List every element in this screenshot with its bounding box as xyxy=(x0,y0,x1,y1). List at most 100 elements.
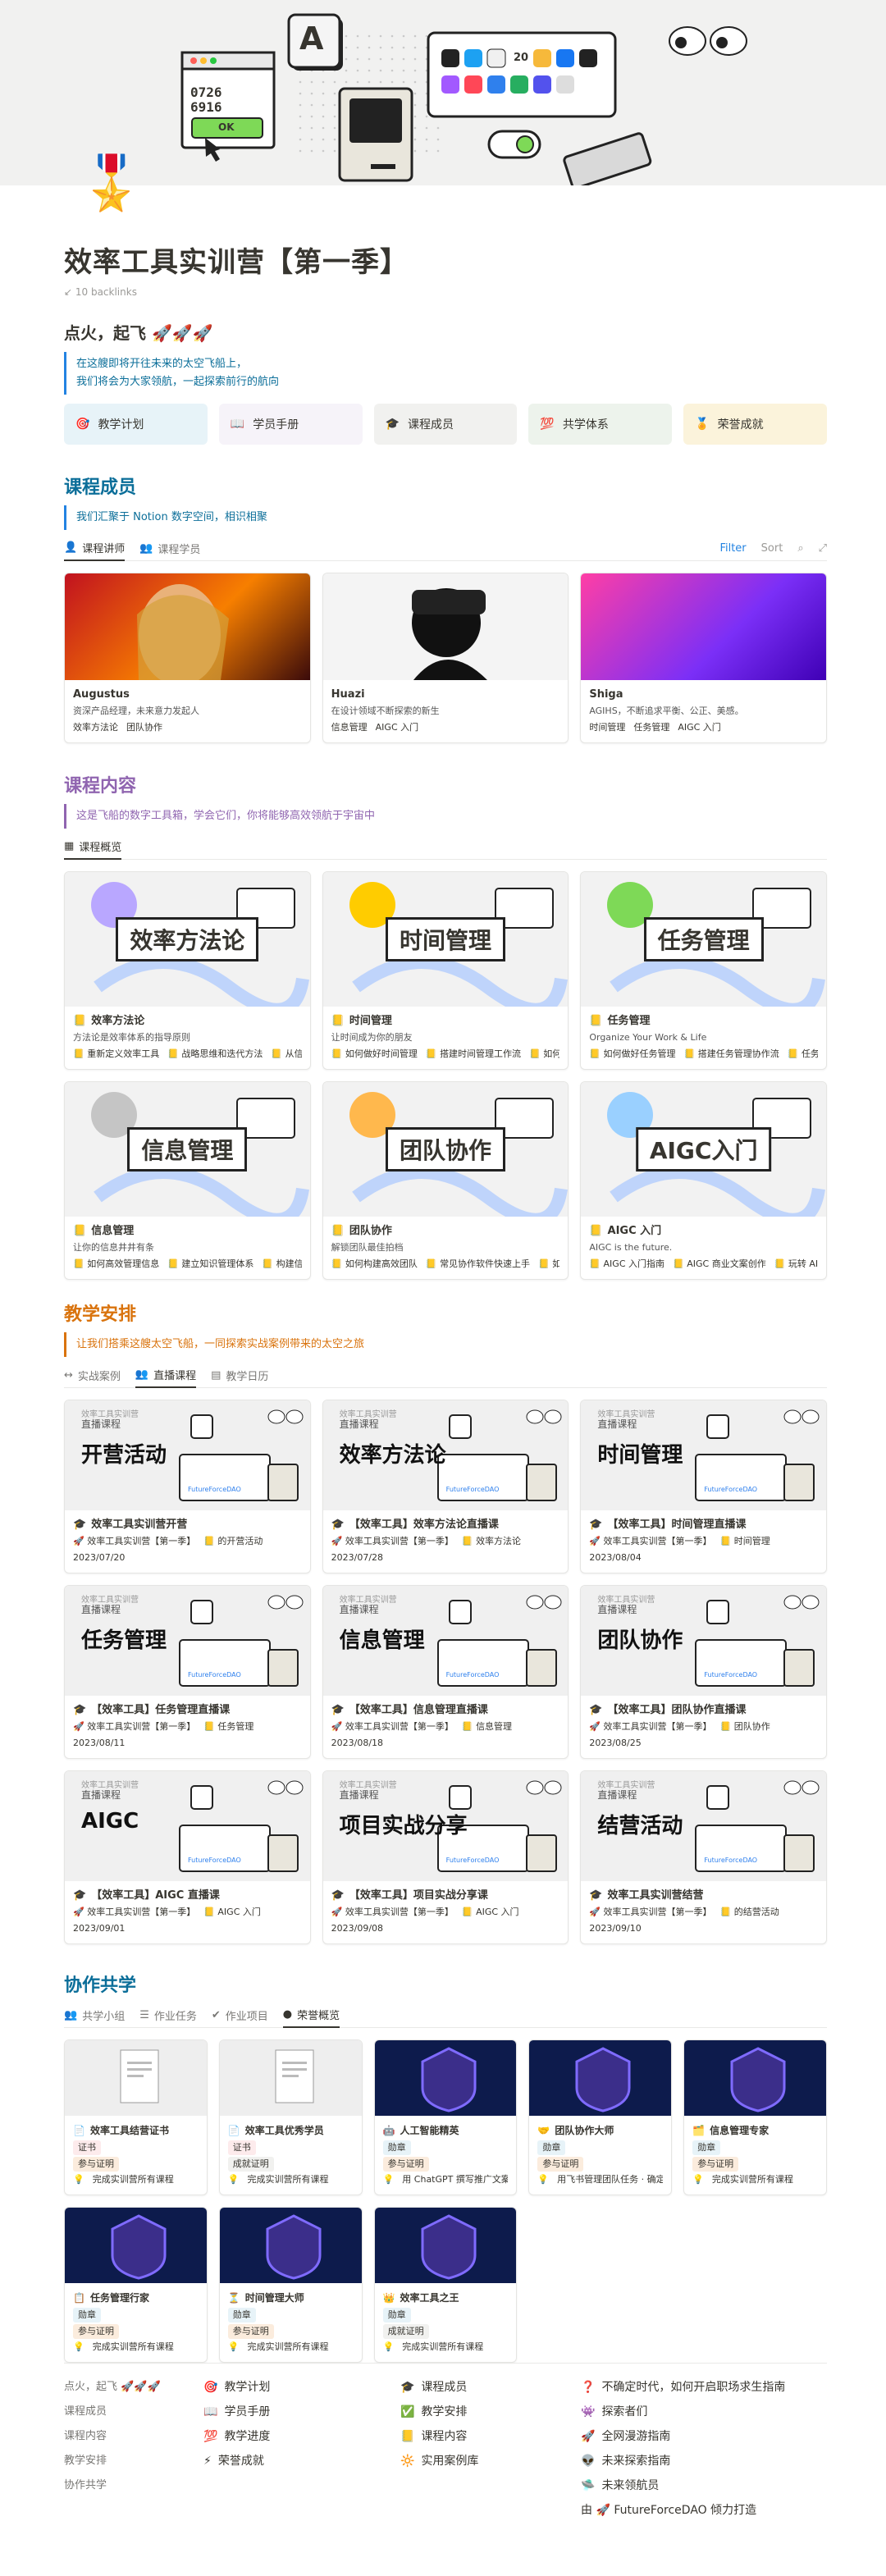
lesson-tag[interactable]: 📒 任务管理从 xyxy=(788,1046,818,1062)
live-class-card[interactable]: 效率工具实训营 直播课程 项目实战分享 FutureForceDAO 🎓 【效率工具】项目… xyxy=(322,1770,569,1944)
filter-button[interactable]: Filter xyxy=(719,542,747,555)
footer-anchor-link[interactable]: 课程内容 xyxy=(64,2430,107,2442)
tab-calendar[interactable]: ▤ 教学日历 xyxy=(211,1363,268,1388)
relation-topic[interactable]: 📒 AIGC 入门 xyxy=(203,1904,261,1921)
relation-course[interactable]: 🚀 效率工具实训营【第一季】 xyxy=(589,1533,711,1550)
nav-teaching-plan[interactable]: 🎯 教学计划 xyxy=(64,404,208,445)
honor-card[interactable]: 🗂️ 信息管理专家 勋章 参与证明 💡 完成实训营所有课程 xyxy=(683,2039,827,2195)
course-card[interactable]: 信息管理 📒 信息管理 让你的信息井井有条 📒 如何高效管理信息 📒 建立知识管理体系 📒 … xyxy=(64,1081,311,1280)
footer-anchor-link[interactable]: 教学安排 xyxy=(64,2455,107,2467)
course-tag[interactable]: 任务管理 xyxy=(633,722,670,733)
live-class-card[interactable]: 效率工具实训营 直播课程 团队协作 FutureForceDAO 🎓 【效率工具】团队协作… xyxy=(580,1585,827,1759)
lesson-tag[interactable]: 📒 AIGC 商业文案创作 xyxy=(673,1256,766,1272)
honor-card[interactable]: 🤝 团队协作大师 勋章 参与证明 💡 用飞书管理团队任务 · 确定共 xyxy=(528,2039,673,2195)
tab-cases[interactable]: ↔ 实战案例 xyxy=(64,1363,121,1388)
expand-icon[interactable]: ⤢ xyxy=(818,542,827,555)
search-icon[interactable]: ⌕ xyxy=(797,542,804,555)
course-tag[interactable]: 效率方法论 xyxy=(73,722,118,733)
tab-homework[interactable]: ☰ 作业任务 xyxy=(139,2003,197,2028)
tab-instructors[interactable]: 👤 课程讲师 xyxy=(64,537,126,561)
sort-button[interactable]: Sort xyxy=(760,542,783,555)
course-tag[interactable]: AIGC 入门 xyxy=(375,722,419,733)
relation-course[interactable]: 🚀 效率工具实训营【第一季】 xyxy=(73,1904,195,1921)
tab-students[interactable]: 👥 课程学员 xyxy=(139,537,200,561)
relation-course[interactable]: 🚀 效率工具实训营【第一季】 xyxy=(589,1904,711,1921)
relation-topic[interactable]: 📒 时间管理 xyxy=(720,1533,770,1550)
lesson-tag[interactable]: 📒 如何构建高效团队 xyxy=(331,1256,418,1272)
honor-card[interactable]: 🤖 人工智能精英 勋章 参与证明 💡 用 ChatGPT 撰写推广文案 xyxy=(373,2039,518,2195)
footer-link[interactable]: 🎯 教学计划 xyxy=(203,2375,400,2400)
honor-card[interactable]: ⏳ 时间管理大师 勋章 参与证明 💡 完成实训营所有课程 xyxy=(218,2207,363,2363)
lesson-tag[interactable]: 📒 构建信息管理 xyxy=(262,1256,301,1272)
member-card[interactable]: Shiga AGIHS，不断追求平衡、公正、美感。 时间管理 任务管理 AIGC 入门 xyxy=(580,573,827,743)
relation-topic[interactable]: 📒 信息管理 xyxy=(462,1719,512,1735)
lesson-tag[interactable]: 📒 如何确定优 xyxy=(529,1046,559,1062)
lesson-tag[interactable]: 📒 如何做好时间管理 xyxy=(331,1046,418,1062)
lesson-tag[interactable]: 📒 搭建任务管理协作流 xyxy=(684,1046,779,1062)
course-card[interactable]: 任务管理 📒 任务管理 Organize Your Work & Life 📒 如何做好… xyxy=(580,871,827,1070)
tab-live[interactable]: 👥 直播课程 xyxy=(135,1363,197,1388)
footer-link[interactable]: 👾 探索者们 xyxy=(581,2400,827,2424)
member-card[interactable]: Augustus 资深产品经理，未来意力发起人 效率方法论 团队协作 xyxy=(64,573,311,743)
lesson-tag[interactable]: 📒 战略思维和迭代方法 xyxy=(167,1046,263,1062)
lesson-tag[interactable]: 📒 如何建立 xyxy=(538,1256,559,1272)
footer-link[interactable]: ❓ 不确定时代，如何开启职场求生指南 xyxy=(581,2375,827,2400)
live-class-card[interactable]: 效率工具实训营 直播课程 效率方法论 FutureForceDAO 🎓 【效率工具】效率方… xyxy=(322,1400,569,1573)
live-class-card[interactable]: 效率工具实训营 直播课程 AIGC FutureForceDAO 🎓 【效率工具】AIGC… xyxy=(64,1770,311,1944)
tab-groups[interactable]: 👥 共学小组 xyxy=(64,2003,125,2028)
footer-anchor-link[interactable]: 点火，起飞 🚀🚀🚀 xyxy=(64,2381,161,2393)
nav-student-handbook[interactable]: 📖 学员手册 xyxy=(218,404,363,445)
backlinks[interactable]: ↙ 10 backlinks xyxy=(64,286,137,298)
relation-course[interactable]: 🚀 效率工具实训营【第一季】 xyxy=(331,1533,454,1550)
footer-link[interactable]: ✅ 教学安排 xyxy=(400,2400,581,2424)
honor-card[interactable]: 📄 效率工具结营证书 证书 参与证明 💡 完成实训营所有课程 xyxy=(64,2039,208,2195)
nav-honors[interactable]: 🏅 荣誉成就 xyxy=(683,404,827,445)
course-card[interactable]: 时间管理 📒 时间管理 让时间成为你的朋友 📒 如何做好时间管理 📒 搭建时间管理工作流 📒… xyxy=(322,871,569,1070)
lesson-tag[interactable]: 📒 如何做好任务管理 xyxy=(589,1046,675,1062)
relation-topic[interactable]: 📒 效率方法论 xyxy=(462,1533,521,1550)
relation-topic[interactable]: 📒 任务管理 xyxy=(203,1719,253,1735)
lesson-tag[interactable]: 📒 玩转 AIGC 文生 xyxy=(774,1256,818,1272)
relation-topic[interactable]: 📒 AIGC 入门 xyxy=(462,1904,519,1921)
live-class-card[interactable]: 效率工具实训营 直播课程 结营活动 FutureForceDAO 🎓 效率工具实训营结营 🚀… xyxy=(580,1770,827,1944)
tab-projects[interactable]: ✔ 作业项目 xyxy=(212,2003,268,2028)
relation-course[interactable]: 🚀 效率工具实训营【第一季】 xyxy=(331,1719,454,1735)
relation-course[interactable]: 🚀 效率工具实训营【第一季】 xyxy=(73,1533,195,1550)
course-card[interactable]: 团队协作 📒 团队协作 解锁团队最佳拍档 📒 如何构建高效团队 📒 常见协作软件快速上手 📒… xyxy=(322,1081,569,1280)
course-card[interactable]: AIGC入门 📒 AIGC 入门 AIGC is the future. 📒 AIGC … xyxy=(580,1081,827,1280)
tab-honors[interactable]: ● 荣誉概览 xyxy=(282,2003,340,2028)
footer-anchor-link[interactable]: 课程成员 xyxy=(64,2405,107,2418)
live-class-card[interactable]: 效率工具实训营 直播课程 开营活动 FutureForceDAO 🎓 效率工具实训营开营 🚀… xyxy=(64,1400,311,1573)
relation-course[interactable]: 🚀 效率工具实训营【第一季】 xyxy=(73,1719,195,1735)
honor-card[interactable]: 📄 效率工具优秀学员 证书 成就证明 💡 完成实训营所有课程 xyxy=(218,2039,363,2195)
lesson-tag[interactable]: 📒 建立知识管理体系 xyxy=(167,1256,253,1272)
relation-topic[interactable]: 📒 的结营活动 xyxy=(720,1904,779,1921)
lesson-tag[interactable]: 📒 从信息系统 xyxy=(271,1046,301,1062)
footer-link[interactable]: 👽 未来探索指南 xyxy=(581,2449,827,2473)
lesson-tag[interactable]: 📒 AIGC 入门指南 xyxy=(589,1256,664,1272)
page-icon[interactable]: 🎖️ xyxy=(79,153,144,214)
footer-link[interactable]: 🎓 课程成员 xyxy=(400,2375,581,2400)
footer-link[interactable]: 🛸 未来领航员 xyxy=(581,2473,827,2498)
course-tag[interactable]: 时间管理 xyxy=(589,722,626,733)
nav-learning-system[interactable]: 💯 共学体系 xyxy=(528,404,673,445)
relation-course[interactable]: 🚀 效率工具实训营【第一季】 xyxy=(331,1904,454,1921)
member-card[interactable]: Huazi 在设计领域不断探索的新生 信息管理 AIGC 入门 xyxy=(322,573,569,743)
relation-topic[interactable]: 📒 的开营活动 xyxy=(203,1533,263,1550)
course-tag[interactable]: 团队协作 xyxy=(126,722,162,733)
footer-anchor-link[interactable]: 协作共学 xyxy=(64,2479,107,2492)
page-title[interactable]: 效率工具实训营【第一季】 xyxy=(64,246,409,279)
live-class-card[interactable]: 效率工具实训营 直播课程 信息管理 FutureForceDAO 🎓 【效率工具】信息管理… xyxy=(322,1585,569,1759)
nav-course-members[interactable]: 🎓 课程成员 xyxy=(373,404,518,445)
tab-course-overview[interactable]: ▦ 课程概览 xyxy=(64,835,122,860)
footer-link[interactable]: ⚡ 荣誉成就 xyxy=(203,2449,400,2473)
footer-link[interactable]: 📒 课程内容 xyxy=(400,2424,581,2449)
lesson-tag[interactable]: 📒 如何高效管理信息 xyxy=(73,1256,159,1272)
course-tag[interactable]: AIGC 入门 xyxy=(678,722,721,733)
lesson-tag[interactable]: 📒 重新定义效率工具 xyxy=(73,1046,159,1062)
footer-link[interactable]: 💯 教学进度 xyxy=(203,2424,400,2449)
lesson-tag[interactable]: 📒 搭建时间管理工作流 xyxy=(426,1046,521,1062)
footer-link[interactable]: 🔆 实用案例库 xyxy=(400,2449,581,2473)
live-class-card[interactable]: 效率工具实训营 直播课程 任务管理 FutureForceDAO 🎓 【效率工具】任务管理… xyxy=(64,1585,311,1759)
course-card[interactable]: 效率方法论 📒 效率方法论 方法论是效率体系的指导原则 📒 重新定义效率工具 📒 战略思维… xyxy=(64,871,311,1070)
